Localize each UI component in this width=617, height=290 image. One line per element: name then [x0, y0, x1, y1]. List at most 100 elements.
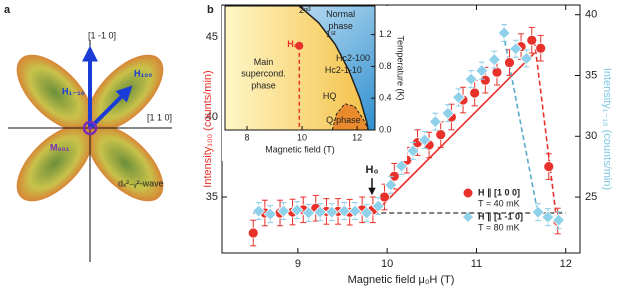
data-point: [337, 204, 351, 218]
q-boundary: [331, 103, 369, 131]
h0-label: H₀: [287, 39, 298, 49]
y-tick-label: 40: [206, 111, 218, 123]
q-phase-region: [332, 103, 369, 130]
legend-marker: [463, 212, 473, 222]
data-point: [504, 57, 515, 68]
data-point: [247, 227, 259, 239]
region-label: 2ⁿᵈ: [299, 5, 311, 15]
inset-x-tick-label: 10: [297, 132, 307, 142]
region-label: HQ: [323, 91, 337, 101]
region-label: phase: [251, 81, 276, 91]
data-point: [313, 205, 327, 219]
data-point: [452, 90, 466, 104]
data-point: [491, 66, 503, 78]
data-point: [277, 204, 291, 218]
x-axis-label: Magnetic field μ₀H (T): [348, 274, 455, 286]
petal: [16, 125, 93, 202]
data-point: [428, 115, 442, 129]
data-point: [487, 53, 501, 67]
panel-a: a [1 -1 0] [1 1 0] H₁₋₁₀ H₁₀₀ M₀₀₁ dₓ²₋ᵧ…: [4, 4, 172, 262]
y-tick-label: 45: [206, 31, 218, 43]
vector-label: H₁₀₀: [134, 68, 152, 78]
data-point: [263, 207, 277, 221]
data-point: [384, 178, 398, 192]
fit-line: [382, 52, 536, 206]
legend-label: T = 40 mK: [478, 198, 520, 208]
data-point: [418, 133, 432, 147]
region-label: phase: [328, 21, 353, 31]
data-point: [497, 26, 511, 40]
panel-label: b: [207, 4, 214, 16]
data-point: [435, 129, 447, 141]
data-point: [441, 106, 455, 120]
y2-axis-label: Intensity₁₋₁₀ (counts/min): [601, 68, 613, 190]
vector-label: H₁₋₁₀: [62, 86, 85, 96]
data-point: [406, 144, 420, 158]
data-point: [252, 204, 266, 218]
moment-label: M₀₀₁: [50, 142, 70, 152]
panel-label: a: [4, 4, 11, 16]
data-point: [302, 206, 316, 220]
fit-line: [502, 32, 538, 210]
petal: [87, 125, 164, 202]
hc2-boundary: [298, 5, 369, 131]
region-label: Main: [254, 57, 274, 67]
data-point: [552, 213, 566, 227]
y2-tick-label: 25: [585, 191, 597, 203]
data-point: [325, 205, 339, 219]
data-point: [360, 206, 374, 220]
data-point: [541, 210, 555, 224]
wave-label: dₓ²₋ᵧ²-wave: [118, 178, 164, 188]
region-label: Q-phase: [326, 115, 361, 125]
y-tick-label: 35: [206, 191, 218, 203]
annotation: H₀: [366, 164, 379, 176]
region-label: Hc2-100: [336, 53, 370, 63]
y2-tick-label: 40: [585, 9, 597, 21]
x-tick-label: 10: [381, 258, 393, 270]
legend-label: T = 80 mK: [478, 222, 520, 232]
inset-x-label: Magnetic field (T): [265, 144, 335, 154]
fit-line: [533, 40, 558, 222]
inset-x-tick-label: 8: [245, 132, 250, 142]
data-point: [379, 191, 390, 203]
legend-label: H ∥ [1 0 0]: [478, 187, 520, 197]
data-point: [519, 51, 533, 66]
data-point: [394, 159, 409, 173]
region-label: 1ˢᵗ: [326, 29, 336, 39]
data-point: [535, 42, 547, 54]
legend-label: H ∥ [1 -1 0]: [478, 211, 523, 221]
axis-label: [1 1 0]: [147, 112, 172, 122]
data-point: [464, 72, 478, 86]
field-vector: [88, 85, 133, 130]
data-point: [526, 34, 538, 46]
axis-label: [1 -1 0]: [88, 30, 116, 40]
inset-x-tick-label: 12: [352, 132, 362, 142]
data-point: [475, 64, 489, 78]
data-point: [479, 74, 491, 86]
data-point: [469, 87, 481, 99]
data-point: [348, 204, 362, 218]
y2-tick-label: 35: [585, 69, 597, 81]
x-tick-label: 9: [295, 258, 301, 270]
region-label: Normal: [326, 9, 355, 19]
inset-y-label: Temperature (K): [396, 35, 406, 100]
inset-y-tick-label: 0.4: [379, 93, 392, 103]
y2-tick-label: 30: [585, 130, 597, 142]
panel-b: b 9 10 11 12 35 40 45 25 30 35 40 Magnetic field μ₀…: [202, 4, 613, 286]
region-label: Hc2-1-10: [325, 65, 362, 75]
inset-y-tick-label: 0.8: [379, 61, 392, 71]
moment-symbol: [82, 120, 98, 136]
data-point: [543, 161, 555, 173]
y-axis-label: Intensity₁₀₀ (counts/min): [202, 70, 214, 187]
data-point: [509, 42, 523, 56]
data-point: [290, 203, 304, 217]
data-point: [531, 205, 545, 219]
x-tick-label: 12: [560, 258, 572, 270]
inset-y-tick-label: 1.2: [379, 29, 392, 39]
inset: H₀ Normal phase Main supercond. phase Q-phase 2…: [222, 5, 407, 161]
moment-symbol: [88, 126, 92, 130]
region-label: supercond.: [241, 69, 286, 79]
main-phase-region: [225, 6, 369, 130]
inset-y-tick-label: 0.0: [379, 124, 392, 134]
